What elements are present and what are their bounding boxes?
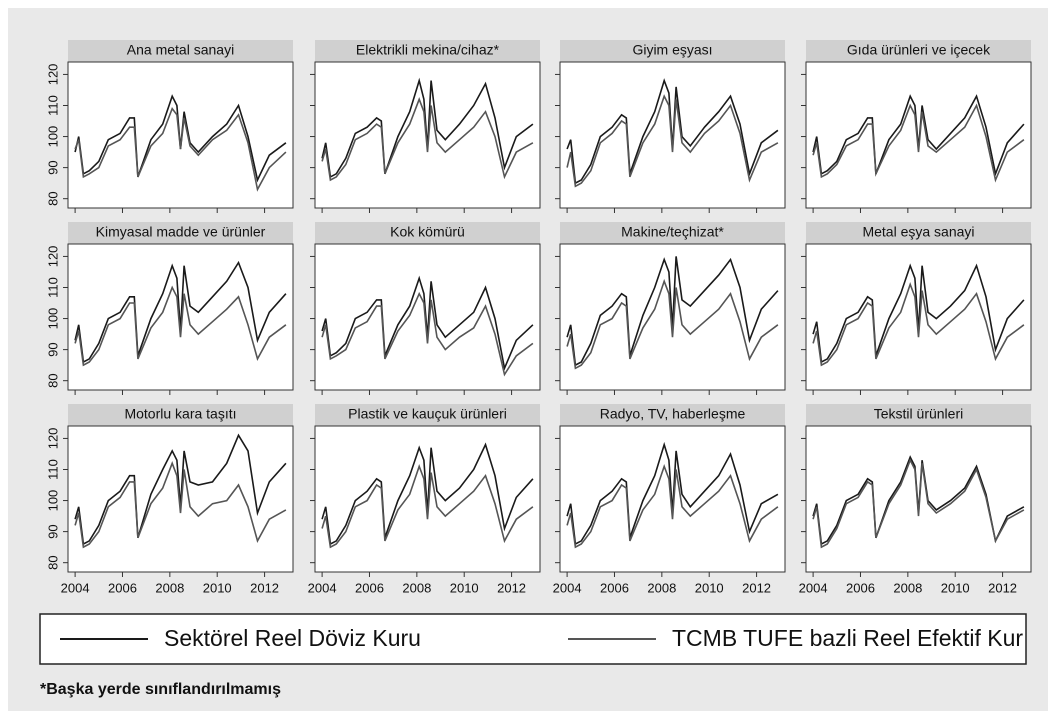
series-line — [321, 275, 534, 372]
x-tick-label: 2008 — [402, 580, 431, 595]
plot-area — [805, 61, 1032, 209]
legend-label: TCMB TUFE bazli Reel Efektif Kur — [672, 625, 1023, 651]
y-tick-label: 120 — [45, 64, 60, 86]
legend-box — [39, 613, 1027, 665]
panel-title: Kimyasal madde ve ürünler — [96, 224, 266, 240]
series-line — [566, 94, 779, 188]
panel-strip — [68, 404, 293, 426]
y-tick-label: 110 — [45, 459, 60, 480]
series-line — [74, 260, 287, 364]
x-tick-label: 2010 — [695, 580, 724, 595]
x-tick-label: 2008 — [893, 580, 922, 595]
series-line — [321, 291, 534, 377]
plot-area — [805, 425, 1032, 573]
panel-title: Radyo, TV, haberleşme — [600, 406, 746, 422]
panel-strip — [315, 40, 540, 62]
x-tick-label: 2008 — [155, 580, 184, 595]
y-tick-label: 90 — [45, 160, 60, 174]
x-tick-label: 2010 — [941, 580, 970, 595]
x-tick-label: 2004 — [61, 580, 90, 595]
y-tick-label: 100 — [45, 308, 60, 330]
series-line — [74, 94, 287, 183]
panel-strip — [560, 222, 785, 244]
panel-strip — [560, 40, 785, 62]
y-tick-label: 100 — [45, 490, 60, 512]
panel-strip — [806, 404, 1031, 426]
x-tick-label: 2012 — [742, 580, 771, 595]
panel-title: Makine/teçhizat* — [621, 224, 724, 240]
series-line — [812, 455, 1025, 546]
y-tick-label: 120 — [45, 428, 60, 450]
series-line — [812, 458, 1025, 549]
panel-title: Giyim eşyası — [632, 42, 712, 58]
y-tick-label: 100 — [45, 126, 60, 148]
x-tick-label: 2012 — [497, 580, 526, 595]
panel-strip — [806, 222, 1031, 244]
x-tick-label: 2010 — [450, 580, 479, 595]
legend-label: Sektörel Reel Döviz Kuru — [164, 625, 421, 651]
x-tick-label: 2012 — [250, 580, 279, 595]
panel-strip — [806, 40, 1031, 62]
panel-strip — [68, 222, 293, 244]
footnote: *Başka yerde sınıflandırılmamış — [40, 681, 281, 698]
panel-title: Motorlu kara taşıtı — [124, 406, 236, 422]
x-tick-label: 2004 — [799, 580, 828, 595]
series-line — [74, 106, 287, 192]
panel-strip — [315, 222, 540, 244]
series-line — [566, 441, 779, 546]
panel-title: Gıda ürünleri ve içecek — [847, 42, 991, 58]
plot-area — [559, 61, 786, 209]
series-line — [321, 77, 534, 179]
series-line — [321, 442, 534, 546]
x-tick-label: 2006 — [600, 580, 629, 595]
x-tick-label: 2008 — [647, 580, 676, 595]
plot-area — [67, 61, 294, 209]
x-tick-label: 2004 — [553, 580, 582, 595]
series-line — [566, 256, 779, 367]
y-tick-label: 80 — [45, 191, 60, 205]
y-tick-label: 110 — [45, 277, 60, 298]
series-line — [566, 464, 779, 549]
series-line — [812, 263, 1025, 364]
y-tick-label: 120 — [45, 246, 60, 268]
panel-title: Ana metal sanayi — [127, 42, 234, 58]
series-line — [566, 278, 779, 370]
panel-strip — [315, 404, 540, 426]
panel-title: Metal eşya sanayi — [862, 224, 974, 240]
plot-area — [559, 425, 786, 573]
panel-title: Kok kömürü — [390, 224, 465, 240]
series-line — [812, 94, 1025, 177]
y-tick-label: 90 — [45, 524, 60, 538]
x-tick-label: 2010 — [203, 580, 232, 595]
panel-title: Plastik ve kauçuk ürünleri — [348, 406, 507, 422]
y-tick-label: 80 — [45, 555, 60, 569]
y-tick-label: 90 — [45, 342, 60, 356]
series-line — [566, 78, 779, 185]
series-line — [812, 282, 1025, 367]
x-tick-label: 2012 — [988, 580, 1017, 595]
series-line — [74, 285, 287, 367]
series-line — [321, 97, 534, 182]
x-tick-label: 2006 — [108, 580, 137, 595]
series-line — [812, 103, 1025, 183]
x-tick-label: 2006 — [355, 580, 384, 595]
plot-area — [314, 243, 541, 391]
panel-strip — [68, 40, 293, 62]
panel-title: Elektrikli mekina/cihaz* — [356, 42, 500, 58]
series-line — [74, 433, 287, 546]
series-line — [321, 464, 534, 549]
panel-strip — [560, 404, 785, 426]
series-line — [74, 461, 287, 549]
panel-title: Tekstil ürünleri — [874, 406, 963, 422]
y-tick-label: 110 — [45, 95, 60, 116]
x-tick-label: 2004 — [308, 580, 337, 595]
x-tick-label: 2006 — [846, 580, 875, 595]
y-tick-label: 80 — [45, 373, 60, 387]
